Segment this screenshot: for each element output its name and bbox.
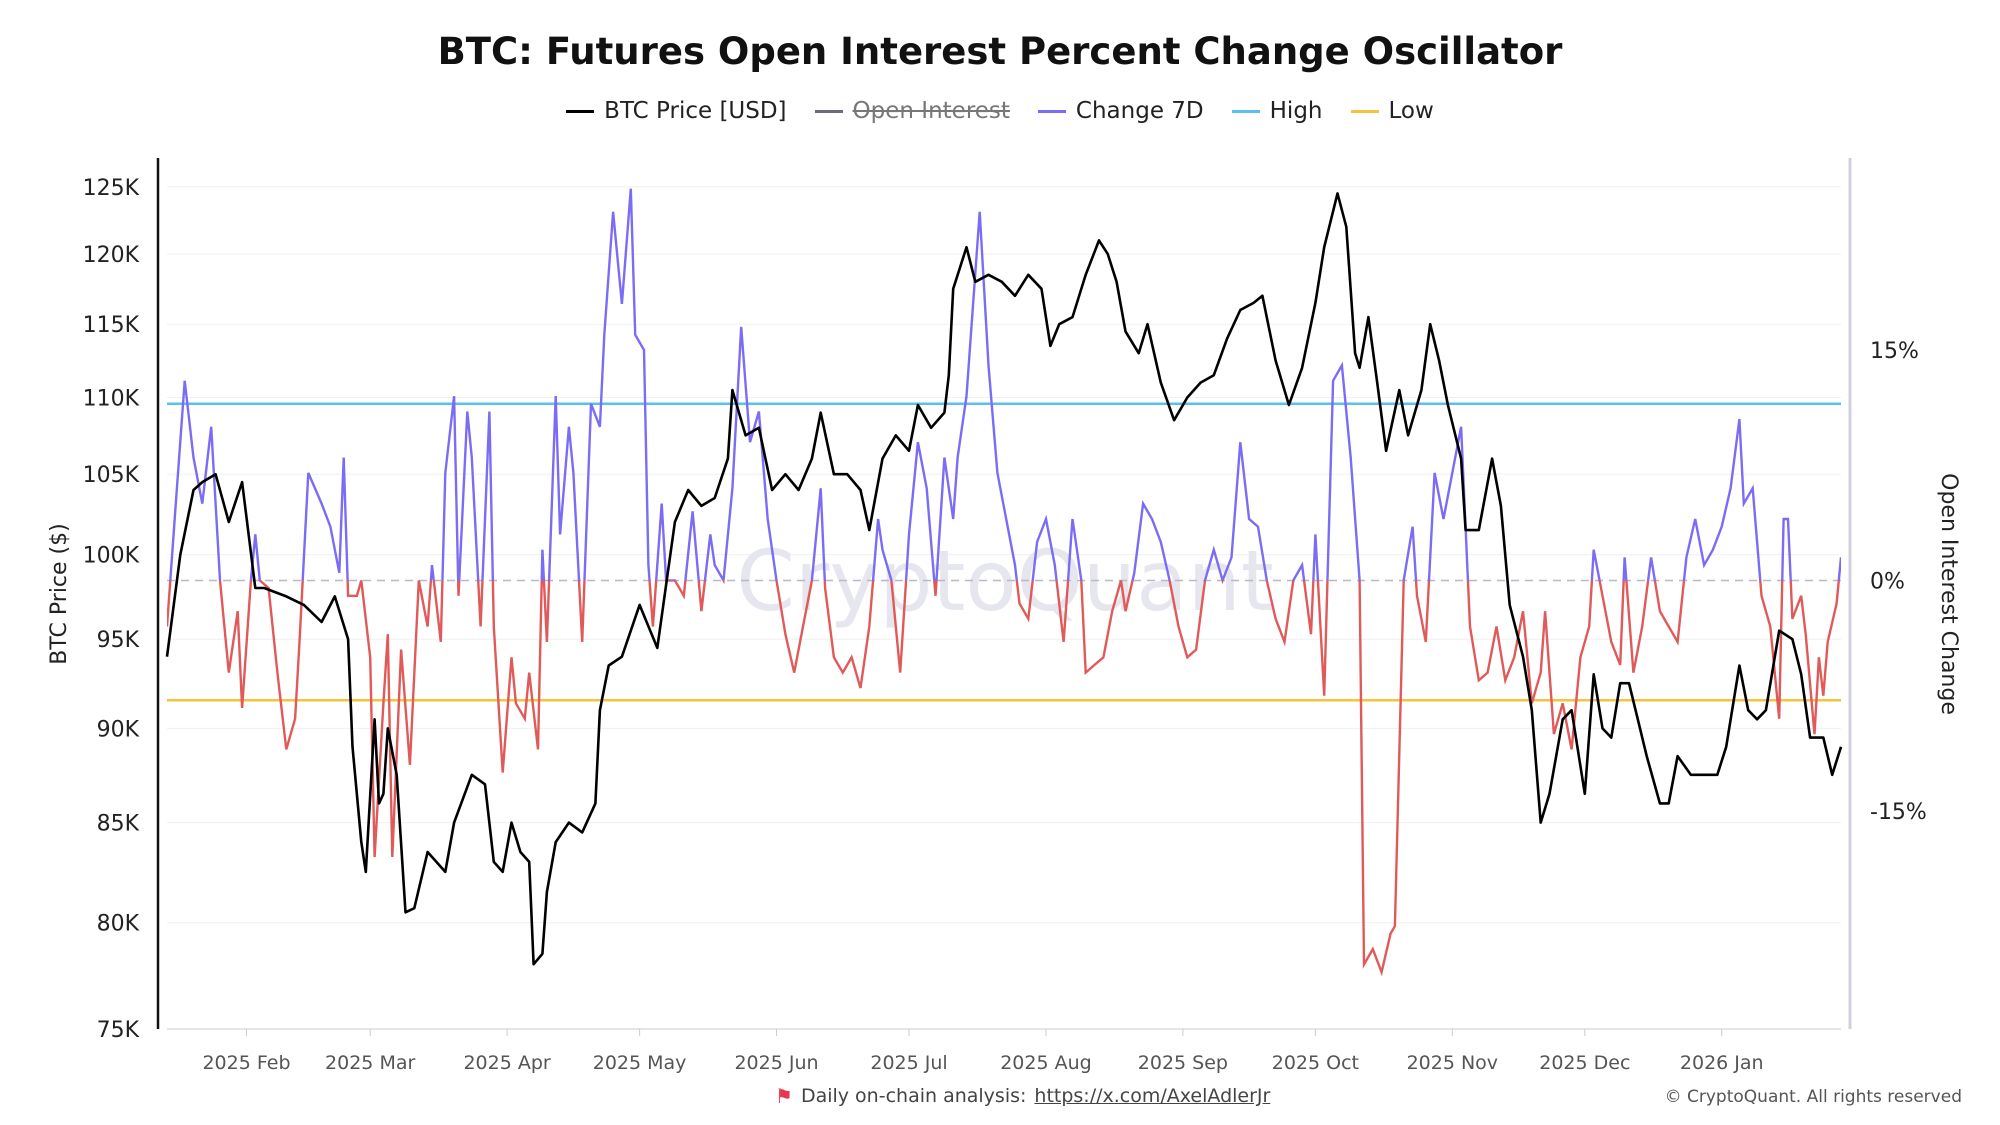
legend: BTC Price [USD] Open Interest Change 7D …: [0, 98, 2000, 124]
legend-label: BTC Price [USD]: [604, 98, 787, 124]
left-tick-label: 75K: [97, 1018, 140, 1043]
x-tick-label: 2025 Sep: [1138, 1052, 1228, 1074]
legend-item-high[interactable]: High: [1231, 98, 1323, 124]
x-tick-label: 2025 Apr: [463, 1052, 550, 1074]
left-tick-label: 115K: [83, 313, 140, 338]
legend-item-low[interactable]: Low: [1350, 98, 1434, 124]
footer: ⚑ Daily on-chain analysis: https://x.com…: [775, 1084, 1270, 1108]
legend-swatch: [1231, 109, 1260, 113]
left-tick-label: 90K: [97, 717, 140, 742]
legend-swatch: [566, 109, 595, 113]
legend-label: Open Interest: [852, 98, 1010, 124]
left-tick-label: 95K: [97, 628, 140, 653]
left-tick-label: 80K: [97, 912, 140, 937]
footer-text: Daily on-chain analysis:: [800, 1085, 1027, 1107]
right-axis-title: Open Interest Change: [1936, 473, 1961, 715]
btc-price-line: [165, 192, 1843, 966]
left-tick-label: 120K: [83, 243, 140, 268]
legend-item-change-7d[interactable]: Change 7D: [1037, 98, 1204, 124]
x-tick-label: 2025 Mar: [325, 1052, 415, 1074]
left-axis-title: BTC Price ($): [47, 523, 72, 664]
legend-swatch: [814, 109, 843, 113]
legend-item-btc-price[interactable]: BTC Price [USD]: [566, 98, 787, 124]
flag-icon: ⚑: [775, 1084, 793, 1108]
x-tick-label: 2026 Jan: [1680, 1052, 1764, 1074]
footer-link[interactable]: https://x.com/AxelAdlerJr: [1034, 1085, 1271, 1107]
x-tick-label: 2025 Feb: [202, 1052, 290, 1074]
change-7d-line-positive: [169, 188, 1841, 581]
right-tick-label: -15%: [1870, 800, 1927, 825]
left-tick-label: 105K: [83, 463, 140, 488]
left-tick-label: 85K: [97, 812, 140, 837]
x-tick-label: 2025 Jun: [734, 1052, 818, 1074]
right-tick-label: 15%: [1870, 339, 1919, 364]
copyright: © CryptoQuant. All rights reserved: [1664, 1087, 1962, 1107]
x-tick-label: 2025 Nov: [1407, 1052, 1498, 1074]
x-tick-label: 2025 Aug: [1000, 1052, 1092, 1074]
left-tick-label: 110K: [83, 387, 140, 412]
legend-swatch: [1350, 109, 1379, 113]
change-7d-line-negative: [167, 580, 1841, 977]
left-tick-label: 125K: [83, 176, 140, 201]
legend-label: Change 7D: [1075, 98, 1204, 124]
x-tick-label: 2025 Dec: [1539, 1052, 1630, 1074]
legend-item-open-interest[interactable]: Open Interest: [814, 98, 1010, 124]
left-tick-label: 100K: [83, 544, 140, 569]
right-tick-label: 0%: [1870, 569, 1905, 594]
x-tick-label: 2025 Jul: [870, 1052, 947, 1074]
legend-label: High: [1269, 98, 1323, 124]
legend-label: Low: [1388, 98, 1434, 124]
legend-swatch: [1037, 109, 1066, 113]
chart-title: BTC: Futures Open Interest Percent Chang…: [437, 30, 1563, 73]
x-tick-label: 2025 May: [593, 1052, 687, 1074]
x-tick-label: 2025 Oct: [1272, 1052, 1359, 1074]
